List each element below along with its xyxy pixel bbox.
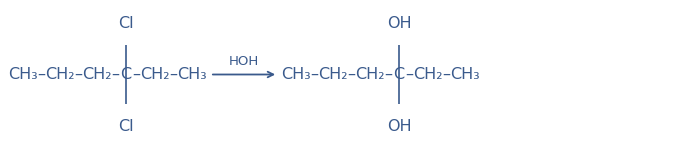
Text: –: – bbox=[38, 67, 46, 82]
Text: CH₃: CH₃ bbox=[281, 67, 311, 82]
Text: CH₂: CH₂ bbox=[318, 67, 348, 82]
Text: CH₂: CH₂ bbox=[46, 67, 75, 82]
Text: CH₂: CH₂ bbox=[355, 67, 385, 82]
Text: OH: OH bbox=[386, 119, 412, 134]
Text: CH₂: CH₂ bbox=[83, 67, 112, 82]
Text: Cl: Cl bbox=[118, 16, 134, 31]
Text: –: – bbox=[442, 67, 451, 82]
Text: CH₃: CH₃ bbox=[177, 67, 207, 82]
Text: Cl: Cl bbox=[118, 119, 134, 134]
Text: –: – bbox=[311, 67, 318, 82]
Text: –: – bbox=[169, 67, 178, 82]
Text: CH₂: CH₂ bbox=[140, 67, 169, 82]
Text: –: – bbox=[405, 67, 414, 82]
Text: CH₂: CH₂ bbox=[413, 67, 442, 82]
Text: CH₃: CH₃ bbox=[450, 67, 480, 82]
Text: –: – bbox=[347, 67, 356, 82]
Text: C: C bbox=[120, 67, 132, 82]
Text: –: – bbox=[111, 67, 120, 82]
Text: –: – bbox=[74, 67, 83, 82]
Text: CH₃: CH₃ bbox=[8, 67, 38, 82]
Text: C: C bbox=[393, 67, 405, 82]
Text: HOH: HOH bbox=[229, 55, 259, 68]
Text: –: – bbox=[384, 67, 393, 82]
Text: OH: OH bbox=[386, 16, 412, 31]
Text: –: – bbox=[132, 67, 141, 82]
